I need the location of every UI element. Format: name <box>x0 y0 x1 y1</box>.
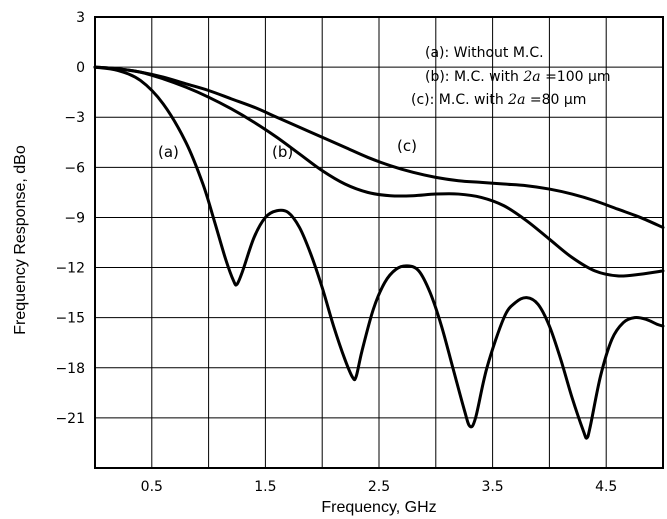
legend-entry-b-italic: 2a <box>522 69 540 85</box>
y-tick-label: −12 <box>55 261 85 277</box>
legend-entry-b: (b): M.C. with 2a =100 μm <box>425 69 611 85</box>
series-lines <box>93 65 665 440</box>
y-tick-label: −18 <box>55 361 85 377</box>
series-c-line <box>93 65 665 229</box>
x-tick-label: 2.5 <box>368 479 390 495</box>
legend-entry-c-italic: 2a <box>507 92 525 108</box>
grid-lines <box>95 17 663 468</box>
legend-entry-b-suffix: =100 μm <box>545 69 610 85</box>
y-tick-label: −15 <box>55 311 85 327</box>
series-b-line <box>93 65 665 278</box>
series-b-annotation: (b) <box>272 143 293 161</box>
x-tick-label: 0.5 <box>141 479 163 495</box>
legend-entry-c-suffix: =80 μm <box>530 92 587 108</box>
legend-entry-c: (c): M.C. with 2a =80 μm <box>411 92 586 108</box>
y-tick-label: −6 <box>64 160 85 176</box>
y-axis-label: Frequency Response, dBo <box>12 145 29 335</box>
x-tick-label: 3.5 <box>481 479 503 495</box>
legend: (a): Without M.C. (b): M.C. with 2a =100… <box>411 45 611 108</box>
axis-ticks: 0.5 1.5 2.5 3.5 4.5 3 0 −3 −6 −9 −12 −15 −18 −21 <box>55 10 617 495</box>
y-tick-label: −9 <box>64 210 85 226</box>
legend-entry-a-prefix: (a): Without M.C. <box>425 45 544 61</box>
plot-frame <box>94 16 664 469</box>
legend-entry-a: (a): Without M.C. <box>425 45 544 61</box>
x-tick-label: 4.5 <box>595 479 617 495</box>
legend-entry-b-prefix: (b): M.C. with <box>425 69 523 85</box>
y-tick-label: −3 <box>64 110 85 126</box>
y-tick-label: −21 <box>55 411 85 427</box>
series-c-annotation: (c) <box>397 137 417 155</box>
series-a-annotation: (a) <box>158 143 179 161</box>
y-tick-label: 0 <box>76 60 85 76</box>
legend-entry-c-prefix: (c): M.C. with <box>411 92 508 108</box>
y-tick-label: 3 <box>76 10 85 26</box>
series-a-line <box>93 65 665 440</box>
x-axis-label: Frequency, GHz <box>321 499 436 516</box>
x-tick-label: 1.5 <box>254 479 276 495</box>
